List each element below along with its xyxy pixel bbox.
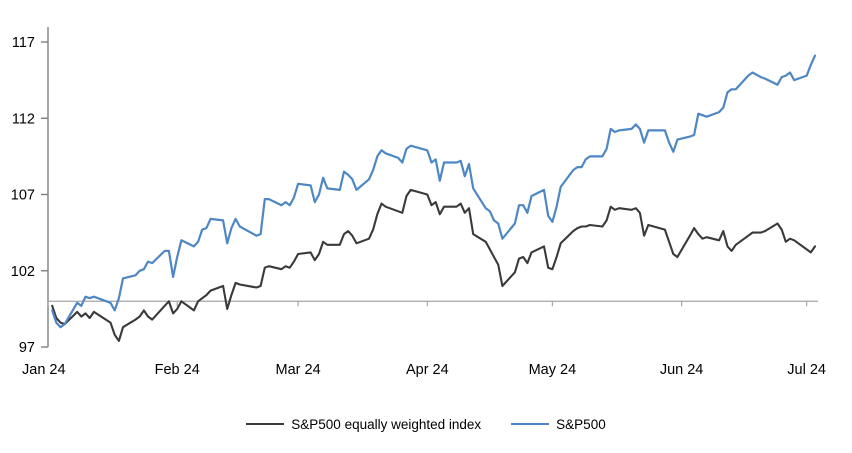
y-axis-tick-label: 112 <box>12 111 35 127</box>
x-axis-tick-label: Feb 24 <box>155 362 200 378</box>
x-axis-tick-label: Apr 24 <box>406 362 449 378</box>
x-axis-tick-label: May 24 <box>529 362 577 378</box>
legend-label-sp500: S&P500 <box>556 416 606 432</box>
sp500-equal-weight-line-swatch <box>246 423 285 425</box>
x-axis-tick-label: Jun 24 <box>660 362 704 378</box>
legend-item-sp500: S&P500 <box>511 417 606 432</box>
legend-item-sp500-equal-weight: S&P500 equally weighted index <box>246 417 481 432</box>
y-axis-tick-label: 102 <box>11 264 35 280</box>
x-axis-tick-label: Mar 24 <box>276 362 321 378</box>
x-axis-tick-label: Jan 24 <box>22 362 66 378</box>
sp500-equal-weight-line <box>51 188 817 342</box>
sp500-line <box>51 54 817 329</box>
chart-legend: S&P500 equally weighted index S&P500 <box>0 411 852 437</box>
sp500-line-swatch <box>511 423 550 425</box>
legend-label-sp500-equal-weight: S&P500 equally weighted index <box>291 416 482 432</box>
y-axis-tick-label: 97 <box>19 340 35 356</box>
y-axis-tick-label: 117 <box>12 35 35 51</box>
y-axis-tick-label: 107 <box>11 188 35 204</box>
x-axis-tick-label: Jul 24 <box>787 362 826 378</box>
